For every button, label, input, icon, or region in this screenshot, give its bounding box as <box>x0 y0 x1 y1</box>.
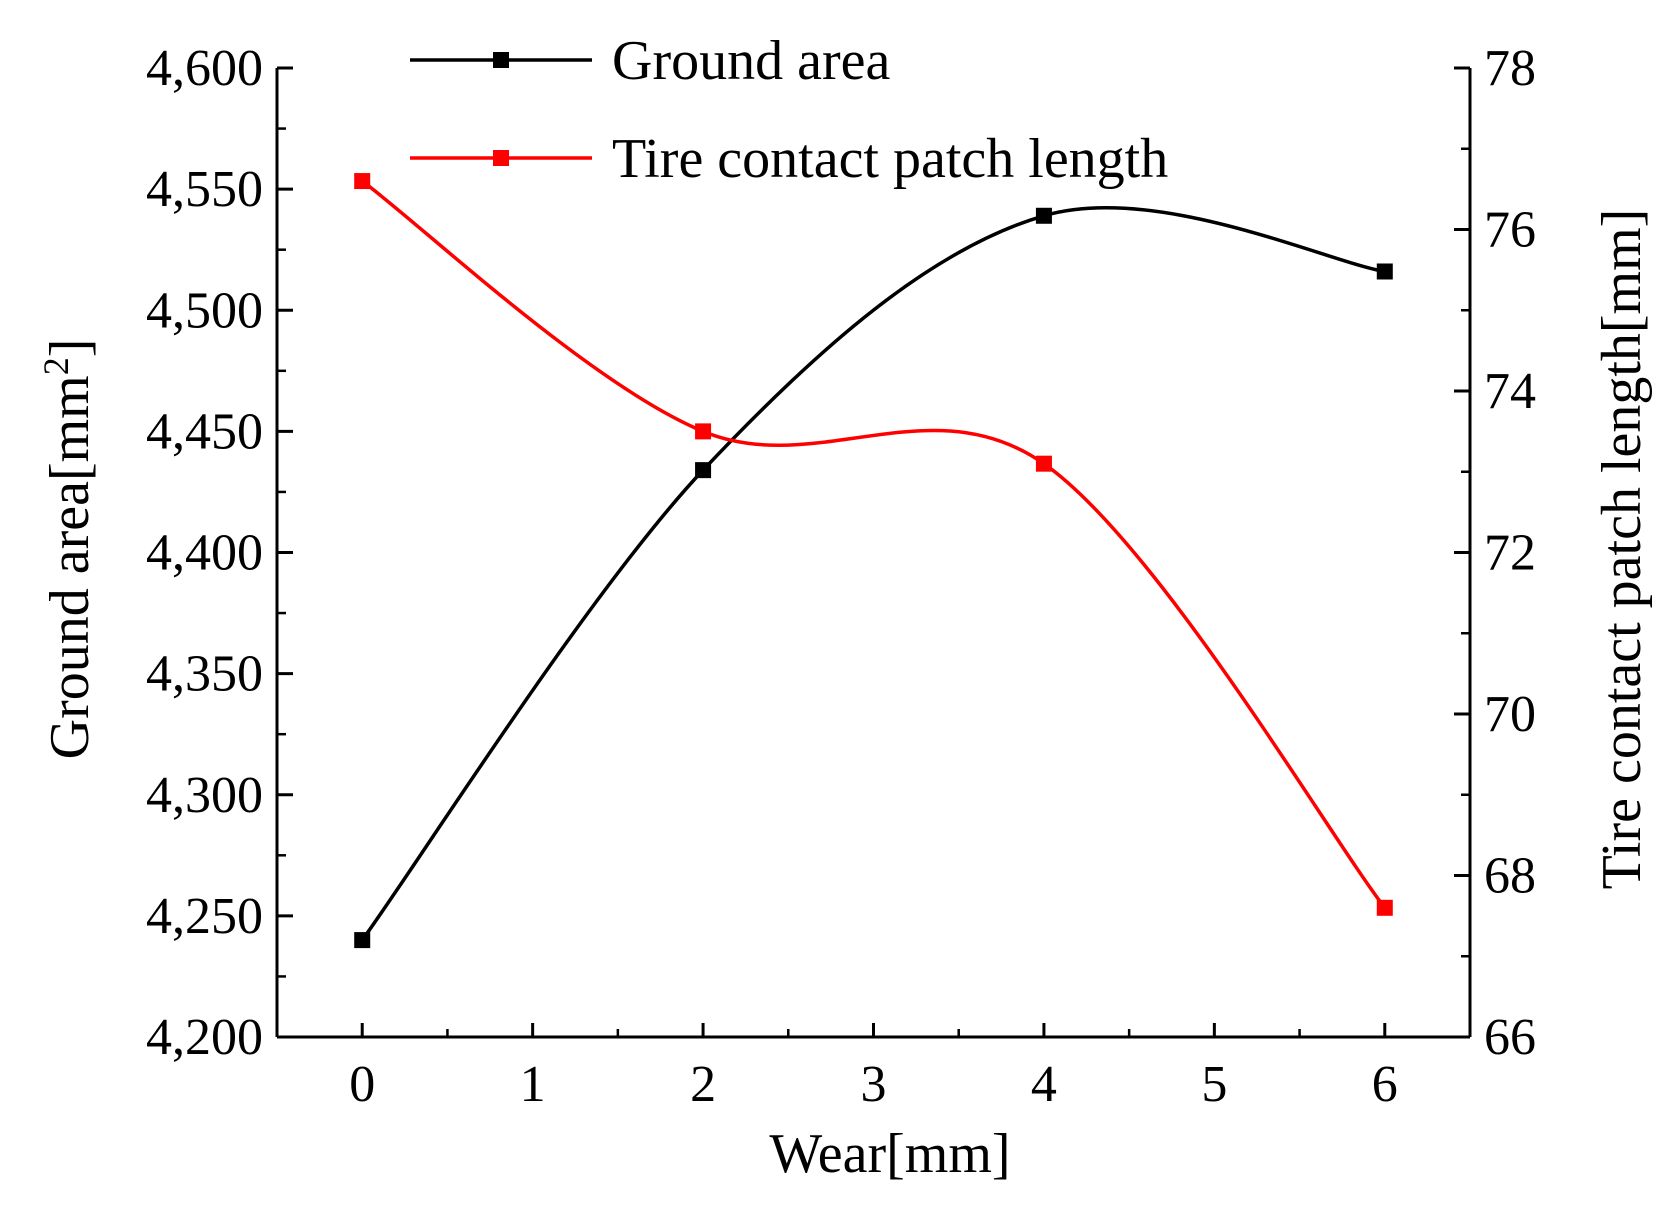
y-axis-title-left-sup: 2 <box>36 357 76 375</box>
y-right-tick-label: 72 <box>1484 525 1536 582</box>
data-point <box>354 173 371 190</box>
y-right-tick-label: 66 <box>1484 1009 1536 1066</box>
x-tick-label: 3 <box>861 1056 887 1113</box>
y-left-tick-label: 4,400 <box>146 525 263 582</box>
y-axis-title-left-suffix: ] <box>39 339 101 358</box>
y-right-tick-label: 74 <box>1484 363 1536 420</box>
data-point <box>1035 455 1052 472</box>
legend-marker <box>493 150 509 166</box>
y-left-tick-label: 4,500 <box>146 282 263 339</box>
axes <box>275 68 1472 1039</box>
x-tick-label: 1 <box>520 1056 546 1113</box>
y-right-tick-label: 78 <box>1484 40 1536 97</box>
data-point <box>1035 207 1052 224</box>
y-left-tick-label: 4,450 <box>146 403 263 460</box>
y-axis-title-left-main: Ground area[mm <box>39 375 101 759</box>
data-point <box>1376 899 1393 916</box>
legend-label: Tire contact patch length <box>612 128 1168 190</box>
series-line-2 <box>361 179 1387 909</box>
y-left-tick-label: 4,200 <box>146 1009 263 1066</box>
y-left-tick-label: 4,600 <box>146 40 263 97</box>
y-left-tick-label: 4,300 <box>146 767 263 824</box>
series-line-1 <box>360 206 1386 942</box>
y-right-tick-label: 68 <box>1484 848 1536 905</box>
legend-label: Ground area <box>612 30 890 92</box>
x-tick-label: 0 <box>349 1056 375 1113</box>
legend-marker <box>493 52 509 68</box>
legend: Ground area Tire contact patch length <box>410 30 1168 190</box>
y-axis-title-right: Tire contact patch length[mm] <box>1591 209 1653 890</box>
tick-marks <box>275 66 1472 1039</box>
y-left-tick-label: 4,350 <box>146 646 263 703</box>
y-right-tick-label: 70 <box>1484 686 1536 743</box>
series <box>354 173 1393 949</box>
y-left-tick-label: 4,250 <box>146 888 263 945</box>
y-axis-title-left: Ground area[mm2] <box>36 339 101 760</box>
x-tick-label: 5 <box>1201 1056 1227 1113</box>
data-point <box>354 932 371 949</box>
x-tick-label: 2 <box>690 1056 716 1113</box>
tick-labels: 0 1 2 3 4 5 6 4,200 4,250 4,300 4,350 4,400 4,450 4,5… <box>146 40 1536 1113</box>
data-point <box>695 462 712 479</box>
data-point <box>1376 263 1393 280</box>
y-right-tick-label: 76 <box>1484 202 1536 259</box>
x-axis-title: Wear[mm] <box>769 1123 1010 1185</box>
data-point <box>695 423 712 440</box>
y-left-tick-label: 4,550 <box>146 161 263 218</box>
x-tick-label: 6 <box>1372 1056 1398 1113</box>
x-tick-label: 4 <box>1031 1056 1057 1113</box>
